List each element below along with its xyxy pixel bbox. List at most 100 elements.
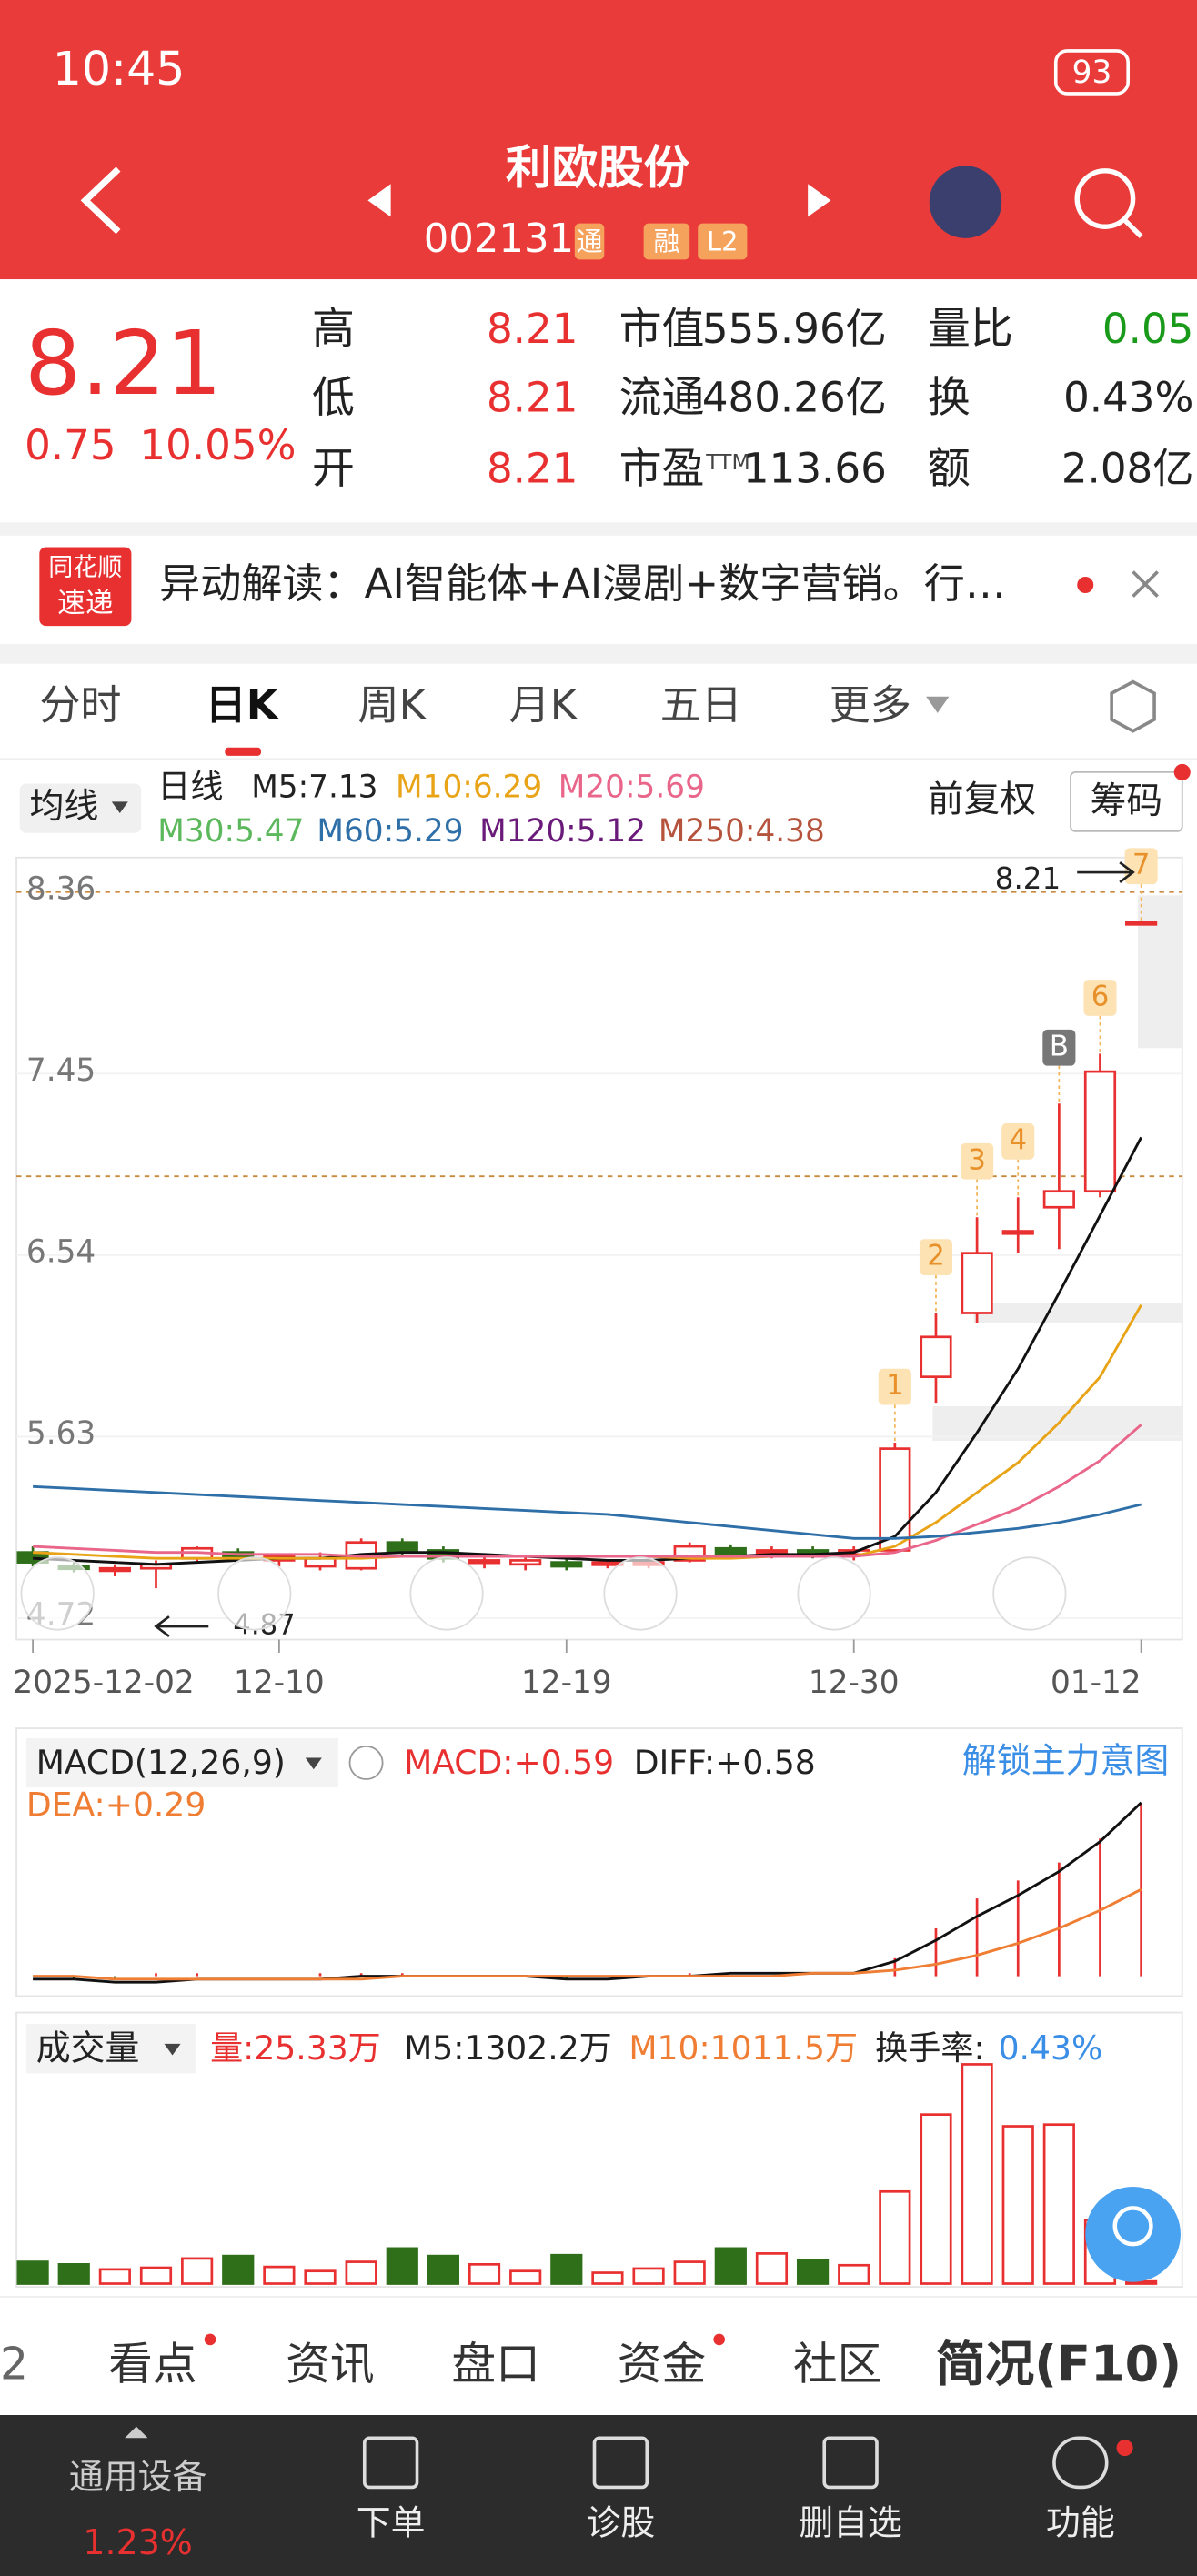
news-text[interactable]: 异动解读：AI智能体+AI漫剧+数字营销。行…	[159, 559, 1006, 608]
volume-bar	[427, 2254, 460, 2285]
volume-m10: M10:1011.5万	[629, 2028, 858, 2068]
volume-bar	[222, 2254, 255, 2285]
x-tick-label: 01-12	[1051, 1665, 1142, 1701]
y-tick-label: 7.45	[26, 1052, 96, 1089]
dea-value: DEA:+0.29	[26, 1786, 206, 1825]
volume-bar	[1042, 2123, 1075, 2285]
ma-line	[33, 1484, 1142, 1540]
status-time: 10:45	[53, 42, 186, 96]
zoom-in[interactable]	[217, 1556, 292, 1631]
turnover-label: 换手率:	[875, 2028, 984, 2068]
assistant-icon[interactable]	[929, 166, 1002, 238]
dropdown-arrow	[111, 801, 128, 814]
section-tab[interactable]: 资金	[618, 2340, 706, 2390]
toolbar-bg	[0, 2415, 1197, 2576]
lightbulb-button[interactable]	[1085, 2186, 1181, 2282]
volume-bar	[796, 2259, 830, 2285]
toolbar-icon	[362, 2436, 419, 2490]
field-label: 市值	[619, 304, 705, 354]
candle-body	[1001, 1230, 1034, 1235]
candle-body	[714, 1546, 747, 1556]
volume-bar	[920, 2113, 952, 2285]
bottom-tabs-bg	[0, 2296, 1197, 2415]
sector-change: 1.23%	[83, 2522, 192, 2562]
field-label: 流通	[619, 373, 705, 423]
lightbulb-icon	[1112, 2206, 1153, 2247]
section-tab[interactable]: 看点	[108, 2340, 196, 2390]
period-tab[interactable]: 周K	[358, 680, 428, 729]
toolbar-button[interactable]: 诊股	[586, 2503, 655, 2543]
volume-chart	[16, 2063, 1158, 2285]
field-label-suffix: TTM	[705, 449, 750, 475]
settings-button[interactable]	[1110, 679, 1156, 733]
back-button[interactable]	[80, 166, 121, 235]
help-icon[interactable]	[348, 1746, 384, 1780]
ma-label: M120:5.12	[479, 813, 646, 850]
toolbar-button[interactable]: 下单	[357, 2503, 426, 2543]
limit-badge-label: B	[1050, 1031, 1069, 1062]
volume-value: 量:25.33万	[210, 2028, 381, 2068]
macd-value: MACD:+0.59	[404, 1743, 614, 1782]
scroll-left[interactable]	[603, 1556, 678, 1631]
volume-bar	[468, 2262, 501, 2285]
limit-badge-label: 3	[968, 1144, 986, 1176]
fullscreen[interactable]	[992, 1556, 1067, 1631]
minus[interactable]	[409, 1556, 484, 1631]
section-tab[interactable]: 盘口	[451, 2340, 539, 2390]
section-tab[interactable]: 社区	[793, 2340, 881, 2390]
candle-body	[1125, 921, 1158, 926]
ma-button[interactable]	[19, 783, 142, 833]
toolbar-button[interactable]: 功能	[1046, 2503, 1115, 2543]
gap-zone	[1138, 895, 1182, 1049]
macd-line	[33, 1887, 1142, 1981]
toolbar-button[interactable]: 删自选	[799, 2503, 902, 2543]
period-tab[interactable]: 月K	[509, 680, 578, 729]
limit-badge-label: 7	[1132, 850, 1151, 881]
volume-bar	[673, 2260, 706, 2285]
close-news[interactable]	[1132, 570, 1159, 598]
volume-bar	[838, 2263, 870, 2285]
unread-dot	[204, 2333, 216, 2346]
limit-badge	[1124, 848, 1158, 885]
volume-button[interactable]	[25, 2024, 196, 2074]
unread-dot	[713, 2333, 726, 2346]
candle-body	[920, 1335, 952, 1379]
limit-badge-label: 2	[927, 1241, 945, 1273]
adjust-mode[interactable]: 前复权	[928, 779, 1036, 820]
expand-arrow[interactable]	[125, 2426, 148, 2439]
chips-button[interactable]	[1070, 770, 1183, 832]
period-tab[interactable]: 更多	[830, 680, 911, 729]
volume-bar	[16, 2260, 49, 2285]
badge-label: 融	[653, 226, 679, 257]
ma-label: M5:7.13	[251, 769, 377, 805]
macd-button[interactable]	[25, 1737, 338, 1788]
badge-label: L2	[707, 226, 738, 257]
volume-m5: M5:1302.2万	[404, 2028, 612, 2068]
volume-bar	[714, 2247, 747, 2285]
section-tab[interactable]: 2	[0, 2340, 28, 2390]
period-tab[interactable]: 日K	[206, 680, 280, 729]
sector-name[interactable]: 通用设备	[69, 2457, 207, 2497]
badge	[698, 223, 748, 260]
macd-frame	[15, 1727, 1183, 1997]
unlock-link[interactable]: 解锁主力意图	[962, 1740, 1169, 1780]
field-value: 0.43%	[1063, 374, 1193, 422]
search-button[interactable]	[1074, 168, 1136, 229]
diff-value: DIFF:+0.58	[634, 1743, 816, 1782]
field-value: 8.21	[487, 305, 578, 353]
volume-bar	[1001, 2125, 1034, 2285]
period-tab[interactable]: 五日	[660, 680, 742, 729]
dropdown-arrow	[926, 696, 950, 713]
limit-badge	[919, 1239, 953, 1275]
zoom-out[interactable]	[20, 1556, 95, 1631]
volume-bar	[263, 2265, 296, 2285]
field-value: 113.66	[743, 444, 887, 492]
volume-bar	[550, 2253, 583, 2285]
volume-bar	[139, 2266, 173, 2285]
scroll-right[interactable]	[797, 1556, 871, 1631]
chart-nav	[20, 1556, 1067, 1631]
section-tab[interactable]: 简况(F10)	[936, 2335, 1182, 2392]
section-tab[interactable]: 资讯	[286, 2340, 374, 2390]
macd-title: MACD(12,26,9)	[36, 1743, 286, 1782]
period-tab[interactable]: 分时	[39, 680, 121, 729]
